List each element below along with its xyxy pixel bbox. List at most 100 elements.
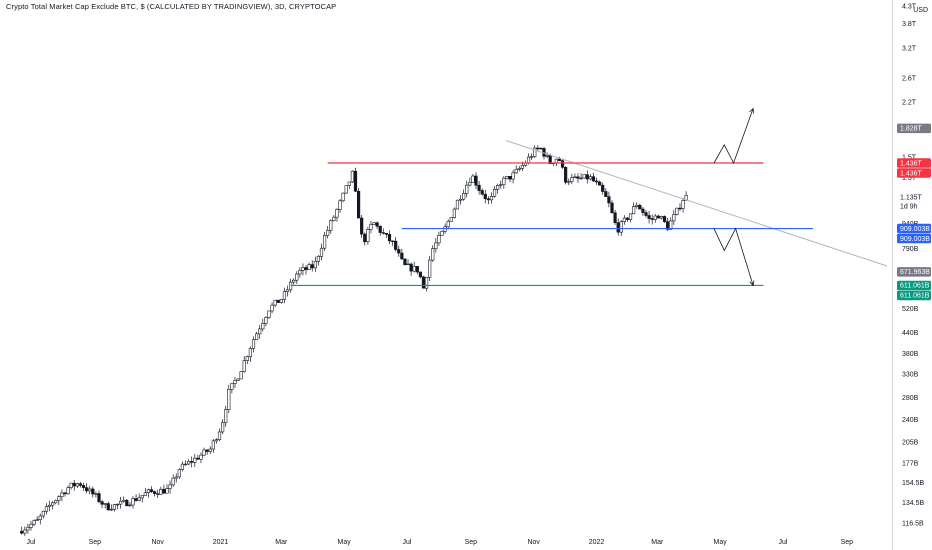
candle[interactable] [403, 258, 407, 266]
candle[interactable] [292, 278, 296, 285]
candle[interactable] [319, 243, 324, 261]
candle[interactable] [659, 215, 664, 220]
candle[interactable] [662, 215, 667, 224]
candle[interactable] [397, 245, 401, 257]
candle[interactable] [492, 185, 497, 198]
candle[interactable] [301, 263, 305, 276]
candle[interactable] [165, 484, 169, 494]
candle[interactable] [628, 213, 633, 223]
candle[interactable] [650, 214, 654, 225]
price-axis[interactable]: USD4.3T3.8T3.2T2.6T2.2T1.8T1.5T1.3T940B7… [902, 3, 928, 527]
candle[interactable] [400, 248, 404, 260]
candle[interactable] [285, 285, 290, 297]
candle[interactable] [428, 256, 432, 281]
candle[interactable] [313, 256, 317, 272]
candle[interactable] [85, 483, 89, 494]
candle[interactable] [369, 220, 373, 234]
candle[interactable] [341, 192, 345, 203]
candle[interactable] [647, 211, 651, 224]
candle[interactable] [115, 503, 120, 510]
candle[interactable] [486, 196, 490, 205]
candle[interactable] [205, 449, 209, 455]
candle[interactable] [230, 383, 234, 394]
candle[interactable] [576, 173, 580, 183]
candle[interactable] [465, 180, 469, 198]
candle[interactable] [236, 378, 240, 381]
candle[interactable] [588, 173, 592, 181]
candle[interactable] [264, 316, 268, 327]
candle[interactable] [245, 355, 249, 365]
candle[interactable] [489, 192, 494, 204]
candle[interactable] [517, 166, 521, 172]
candle[interactable] [32, 519, 36, 527]
candle[interactable] [573, 173, 577, 179]
candle[interactable] [75, 482, 79, 489]
candle[interactable] [406, 259, 410, 266]
candle[interactable] [270, 302, 274, 314]
candle[interactable] [536, 145, 540, 152]
descending-trendline[interactable] [505, 140, 888, 267]
candle[interactable] [112, 503, 117, 512]
candle[interactable] [505, 176, 509, 180]
candle[interactable] [335, 208, 339, 222]
candle[interactable] [462, 189, 466, 201]
candle[interactable] [88, 485, 92, 495]
candle[interactable] [437, 231, 441, 246]
candle[interactable] [199, 452, 203, 464]
candle[interactable] [499, 180, 503, 189]
candle[interactable] [276, 299, 280, 303]
candle[interactable] [128, 501, 132, 507]
candle[interactable] [29, 520, 33, 531]
candle[interactable] [508, 176, 512, 183]
candle[interactable] [474, 172, 478, 190]
candle[interactable] [69, 482, 73, 490]
candle[interactable] [202, 447, 206, 457]
candle[interactable] [502, 175, 506, 189]
candle[interactable] [193, 453, 197, 468]
candle[interactable] [224, 405, 228, 427]
candle[interactable] [187, 459, 191, 466]
candle[interactable] [239, 371, 243, 380]
candle[interactable] [196, 454, 200, 460]
candle[interactable] [591, 172, 596, 182]
candle[interactable] [171, 474, 175, 487]
candle[interactable] [60, 489, 64, 502]
candle[interactable] [449, 217, 453, 222]
candle[interactable] [72, 479, 76, 491]
candle[interactable] [684, 191, 688, 201]
candle[interactable] [217, 428, 222, 442]
candle[interactable] [585, 170, 589, 184]
candle[interactable] [295, 271, 299, 284]
candle[interactable] [363, 232, 367, 246]
candle[interactable] [162, 484, 166, 494]
candle[interactable] [381, 228, 385, 235]
candle[interactable] [530, 153, 534, 160]
candle[interactable] [131, 496, 135, 509]
candle[interactable] [106, 501, 110, 511]
candle[interactable] [635, 202, 639, 209]
candle[interactable] [261, 318, 265, 332]
candle[interactable] [183, 460, 188, 466]
candle[interactable] [554, 158, 558, 167]
candle[interactable] [119, 496, 123, 509]
candle[interactable] [570, 173, 574, 185]
candle[interactable] [468, 177, 472, 187]
candle[interactable] [156, 489, 160, 499]
candle[interactable] [134, 494, 138, 502]
candle[interactable] [418, 271, 422, 279]
candle[interactable] [424, 276, 429, 292]
candle[interactable] [477, 181, 481, 195]
candle[interactable] [421, 275, 426, 289]
candle[interactable] [533, 145, 537, 159]
candle[interactable] [415, 266, 419, 275]
time-axis[interactable]: Jul Sep Nov 2021 Mar May Jul Sep Nov 2022 Mar May Ju… [27, 539, 854, 546]
plot-area[interactable] [20, 107, 888, 536]
candle[interactable] [54, 499, 58, 505]
candle[interactable] [322, 231, 327, 251]
candle[interactable] [350, 170, 355, 184]
candle[interactable] [560, 159, 565, 169]
candle[interactable] [638, 203, 642, 210]
candle[interactable] [122, 496, 126, 503]
candle[interactable] [211, 439, 215, 453]
candle[interactable] [304, 265, 308, 275]
